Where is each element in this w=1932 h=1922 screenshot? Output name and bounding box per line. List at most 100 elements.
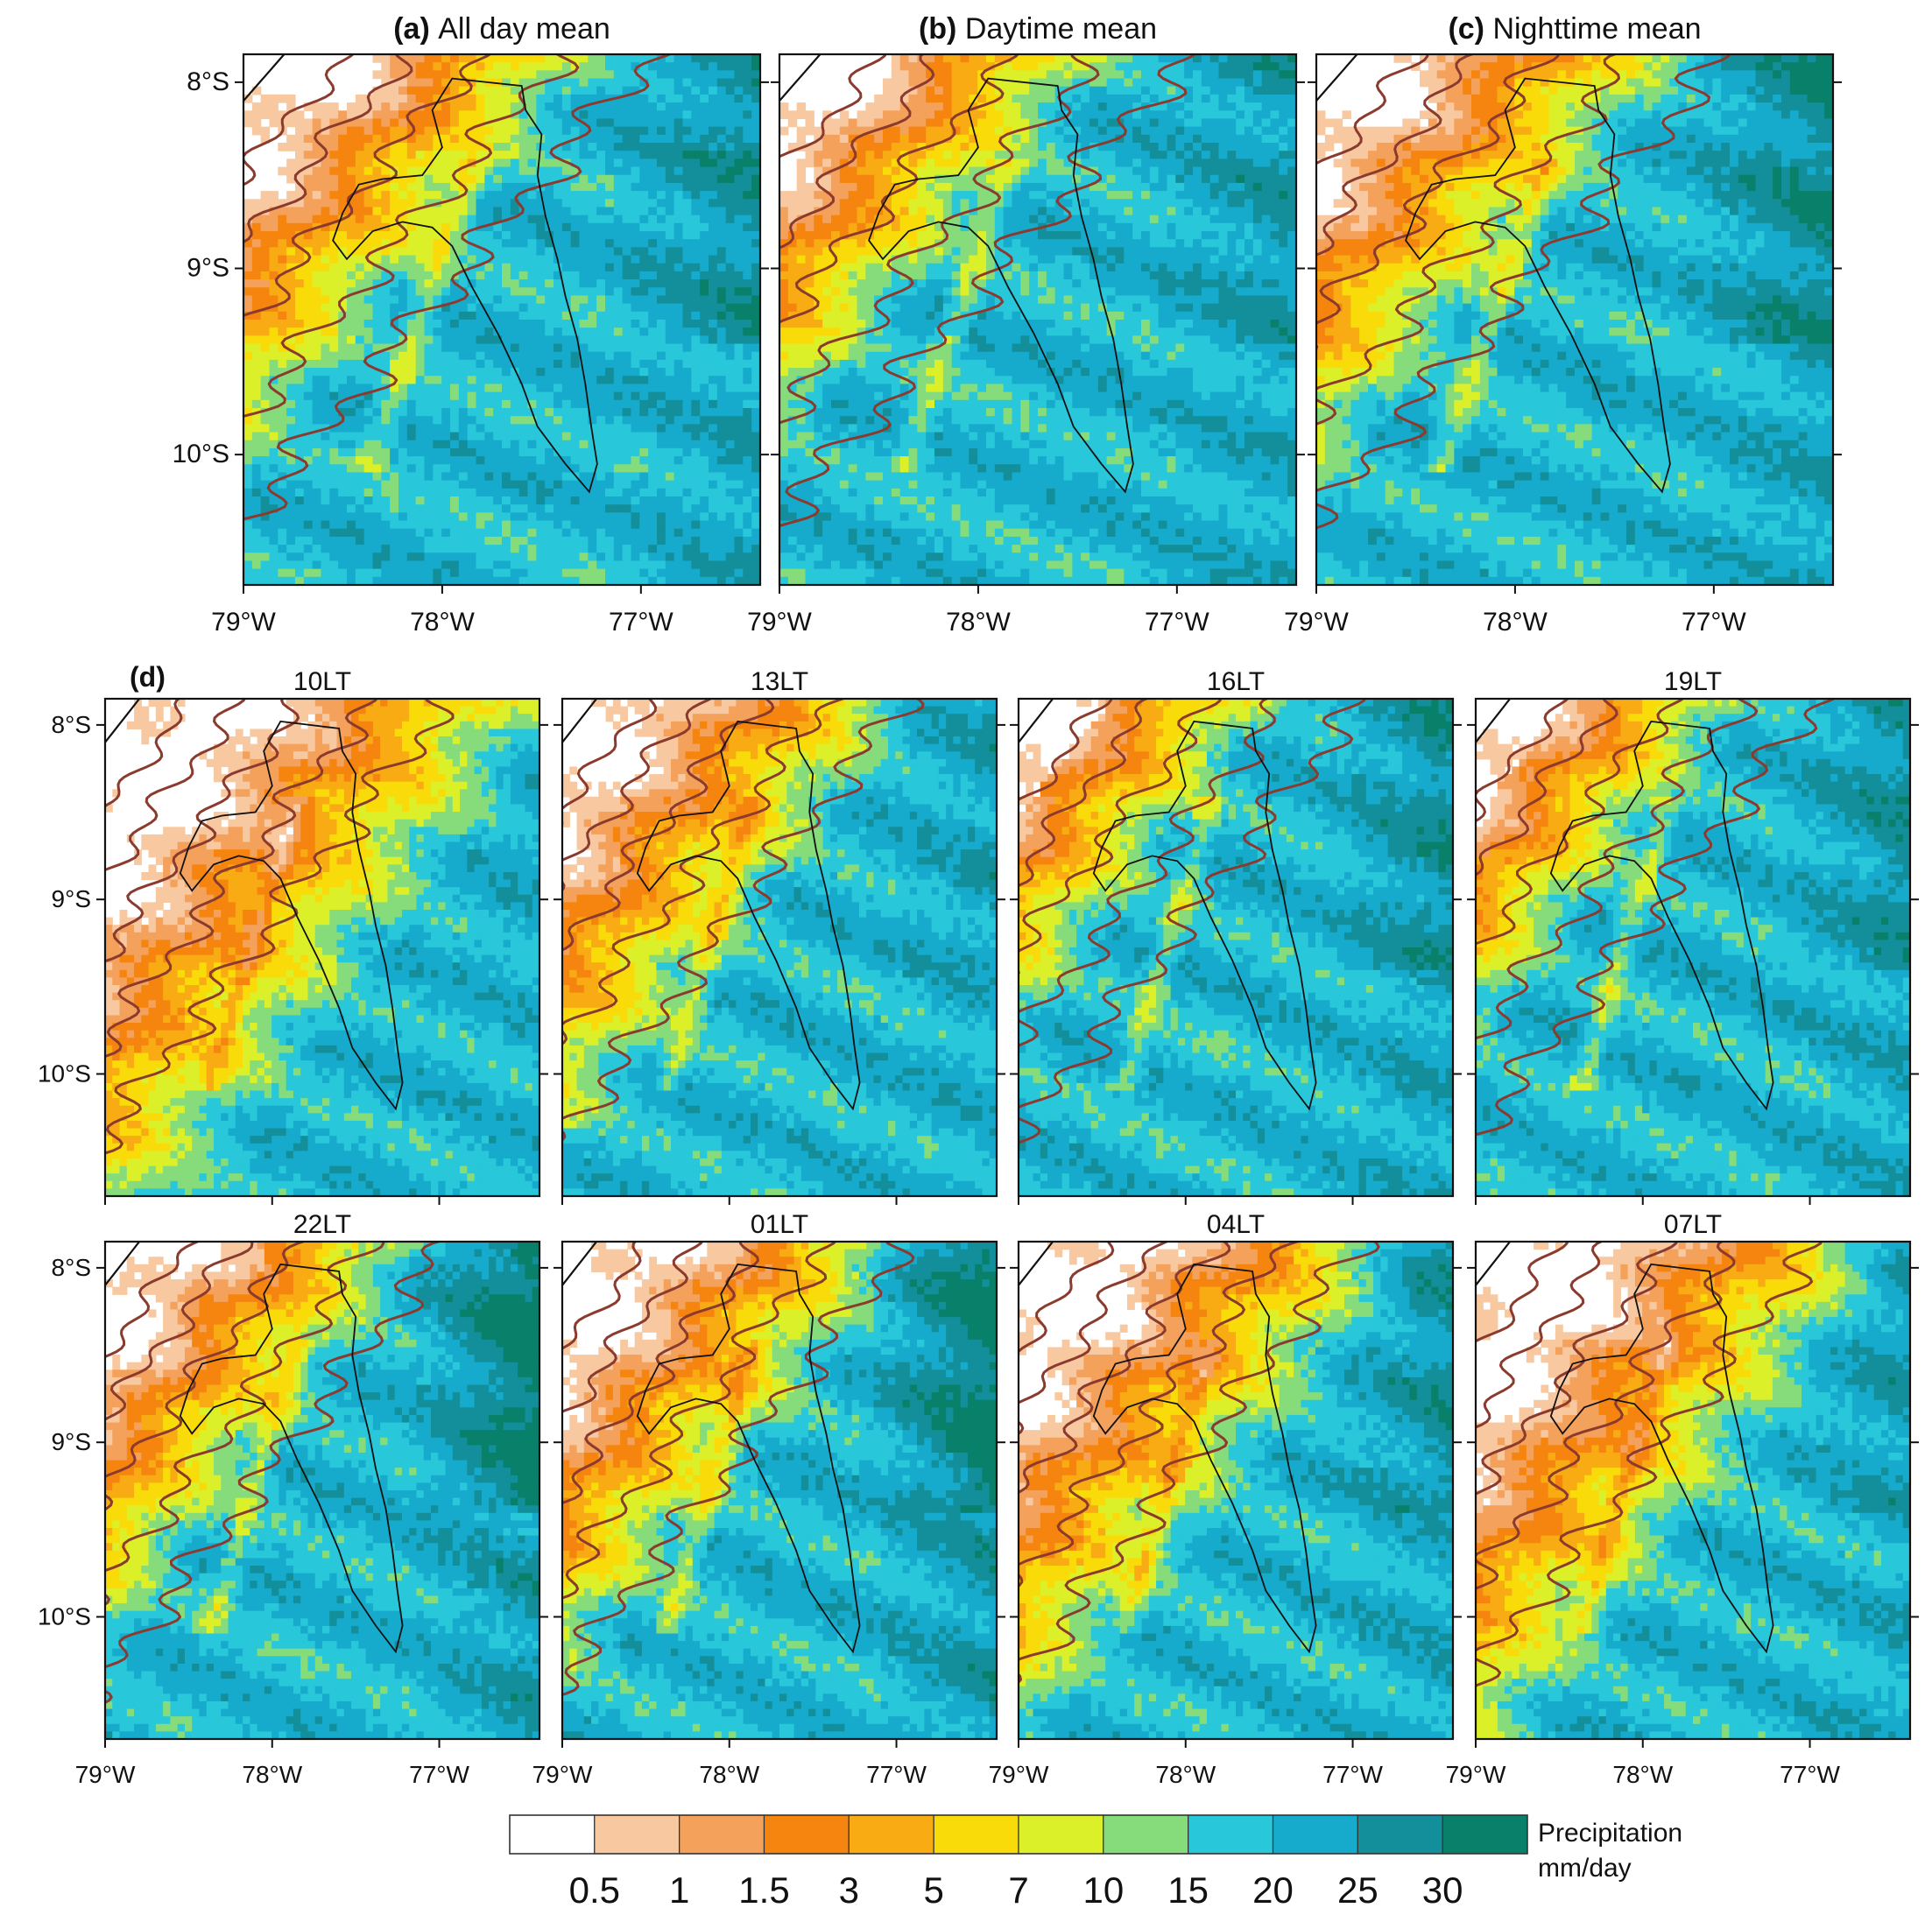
field-cell [666,271,674,280]
field-cell [545,62,554,71]
field-cell [502,231,511,240]
field-cell [433,352,441,361]
field-cell [468,553,476,561]
field-cell [743,175,751,184]
field-cell [1029,70,1038,79]
field-cell [261,424,270,433]
field-cell [674,569,683,578]
field-cell [666,440,674,449]
field-cell [407,448,416,457]
field-cell [1098,151,1107,159]
field-cell [252,335,261,344]
field-cell [986,127,995,136]
field-cell [934,158,943,167]
field-cell [502,320,511,328]
field-cell [450,464,459,473]
field-cell [373,95,382,103]
field-cell [648,472,657,481]
field-cell [1210,207,1219,215]
field-cell [1202,62,1210,71]
field-cell [1012,215,1021,224]
field-cell [631,344,640,353]
field-cell [398,87,407,95]
field-cell [648,424,657,433]
field-cell [1219,143,1228,151]
field-cell [1098,158,1107,167]
field-cell [407,320,416,328]
field-cell [252,279,261,288]
field-cell [623,143,631,151]
field-cell [407,151,416,159]
field-cell [381,489,390,497]
field-cell [709,295,717,304]
field-cell [270,247,279,256]
field-cell [338,167,347,176]
field-cell [605,199,614,208]
field-cell [493,279,502,288]
field-cell [416,553,425,561]
field-cell [278,312,286,320]
field-cell [717,304,726,313]
field-cell [614,537,623,546]
field-cell [1020,158,1029,167]
field-cell [900,62,909,71]
field-cell [416,335,425,344]
field-cell [1124,95,1132,103]
field-cell [1055,54,1064,63]
field-cell [425,545,434,553]
field-cell [657,352,666,361]
field-cell [726,344,735,353]
field-cell [425,456,434,465]
field-cell [270,529,279,538]
field-cell [726,400,735,409]
field-cell [596,489,605,497]
field-cell [639,400,648,409]
field-cell [674,183,683,192]
field-cell [347,545,356,553]
field-cell [1202,54,1210,63]
field-cell [743,239,751,248]
field-cell [1132,215,1141,224]
field-cell [700,279,709,288]
field-cell [1262,183,1271,192]
field-cell [261,392,270,401]
field-cell [295,553,304,561]
field-cell [545,545,554,553]
field-cell [639,175,648,184]
field-cell [674,496,683,505]
field-cell [977,110,986,119]
field-cell [631,504,640,513]
field-cell [596,320,605,328]
field-cell [347,553,356,561]
field-cell [484,287,493,296]
field-cell [329,279,338,288]
field-cell [338,231,347,240]
field-cell [691,569,700,578]
field-cell [666,489,674,497]
field-cell [614,256,623,264]
field-cell [562,368,571,377]
field-cell [666,456,674,465]
field-cell [943,110,952,119]
field-cell [831,158,840,167]
field-cell [321,191,330,200]
field-cell [1262,191,1271,200]
field-cell [700,400,709,409]
field-cell [398,537,407,546]
field-cell [381,504,390,513]
field-cell [554,118,562,127]
field-cell [726,143,735,151]
field-cell [450,400,459,409]
field-cell [304,448,313,457]
field-cell [286,320,295,328]
field-cell [1064,79,1073,88]
field-cell [709,135,717,144]
field-cell [519,127,528,136]
field-cell [580,537,589,546]
field-cell [261,433,270,441]
field-cell [1236,207,1245,215]
field-cell [700,433,709,441]
field-cell [347,472,356,481]
field-cell [425,127,434,136]
field-cell [596,118,605,127]
